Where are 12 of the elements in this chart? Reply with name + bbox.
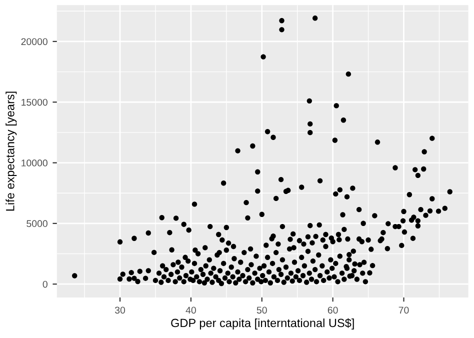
x-tick-label: 60: [328, 306, 338, 314]
x-tick-label: 40: [186, 306, 196, 314]
x-tick-label: 30: [114, 306, 126, 314]
y-tick-label: 20000: [21, 38, 48, 46]
y-tick-label: 5000: [26, 220, 48, 228]
x-tick-label: 70: [398, 306, 409, 314]
x-tick-label: 50: [256, 306, 267, 314]
y-axis-title: Life expectancy [years]: [6, 92, 17, 211]
y-tick-label: 15000: [22, 98, 48, 106]
x-axis-title: GDP per capita [interntational US$]: [171, 318, 354, 330]
y-tick-label: 10000: [22, 160, 48, 166]
y-tick-label: 0: [42, 280, 48, 288]
